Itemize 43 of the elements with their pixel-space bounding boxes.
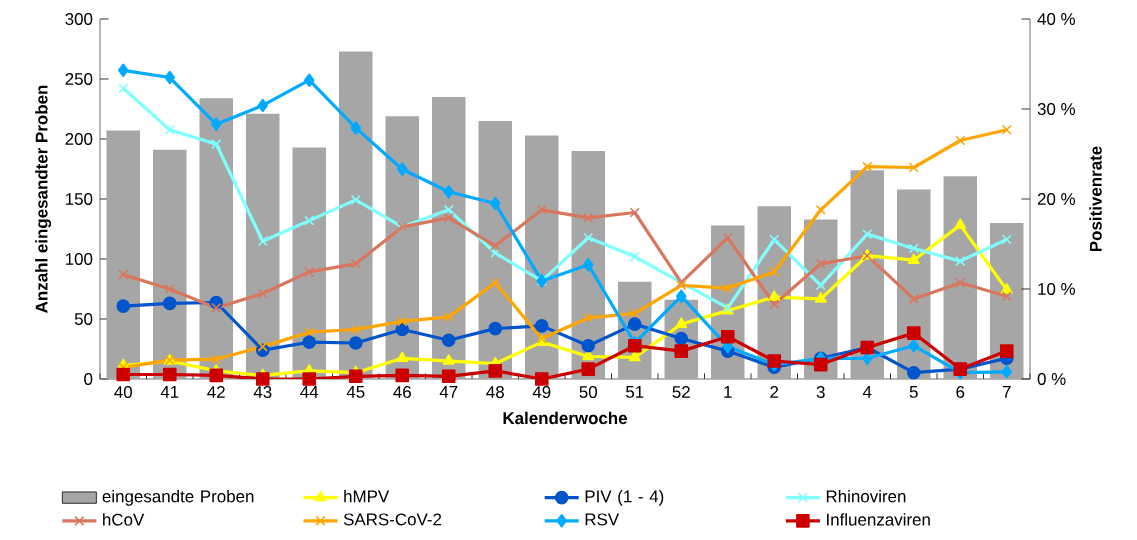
y-tick-label: 200 [65,133,93,145]
x-tick-label: 46 [393,386,411,399]
x-tick-label: 41 [160,386,179,398]
x-tick-label: 48 [486,386,504,399]
legend-label: eingesandte Proben [102,489,254,506]
legend-label: SARS-CoV-2 [343,513,442,526]
x-tick-label: 2 [770,386,779,398]
x-tick-label: 5 [909,386,918,398]
y-tick-label: 100 [65,253,93,265]
x-axis-title: Kalenderwoche [503,411,628,425]
x-tick-label: 44 [300,386,319,398]
x-tick-label: 42 [207,386,225,398]
y2-tick-label: 10 % [1038,283,1076,295]
y-tick-label: 50 [74,313,93,325]
x-tick-label: 50 [579,386,597,399]
legend-label: RSV [585,513,620,526]
y-tick-label: 300 [65,13,93,25]
legend-label: hCoV [103,513,145,526]
legend-label: Rhinoviren [826,489,906,503]
y-axis-title: Anzahl eingesandter Proben [35,85,52,313]
x-tick-label: 51 [626,386,644,398]
x-tick-label: 45 [346,386,365,398]
x-tick-label: 6 [956,386,965,399]
x-tick-label: 43 [253,386,272,399]
x-tick-label: 3 [816,386,825,399]
y2-tick-label: 40 % [1037,13,1076,25]
x-tick-label: 40 [114,386,132,399]
legend-label: hMPV [344,489,390,503]
x-tick-label: 4 [862,386,872,398]
x-tick-label: 1 [724,386,732,398]
y2-tick-label: 30 % [1037,103,1076,115]
y-tick-label: 250 [65,73,93,85]
legend-label: Influenzaviren [827,513,930,526]
x-tick-label: 7 [1002,386,1011,398]
y-tick-label: 150 [65,193,93,205]
y-tick-label: 0 [84,373,93,385]
x-tick-label: 47 [439,386,458,398]
y2-tick-label: 0 % [1037,373,1066,385]
legend-label: PIV (1 - 4) [585,489,664,506]
x-tick-label: 49 [532,386,551,399]
y2-axis-title: Positivenrate [1089,146,1102,252]
x-tick-label: 52 [672,386,690,399]
y2-tick-label: 20 % [1037,193,1076,205]
